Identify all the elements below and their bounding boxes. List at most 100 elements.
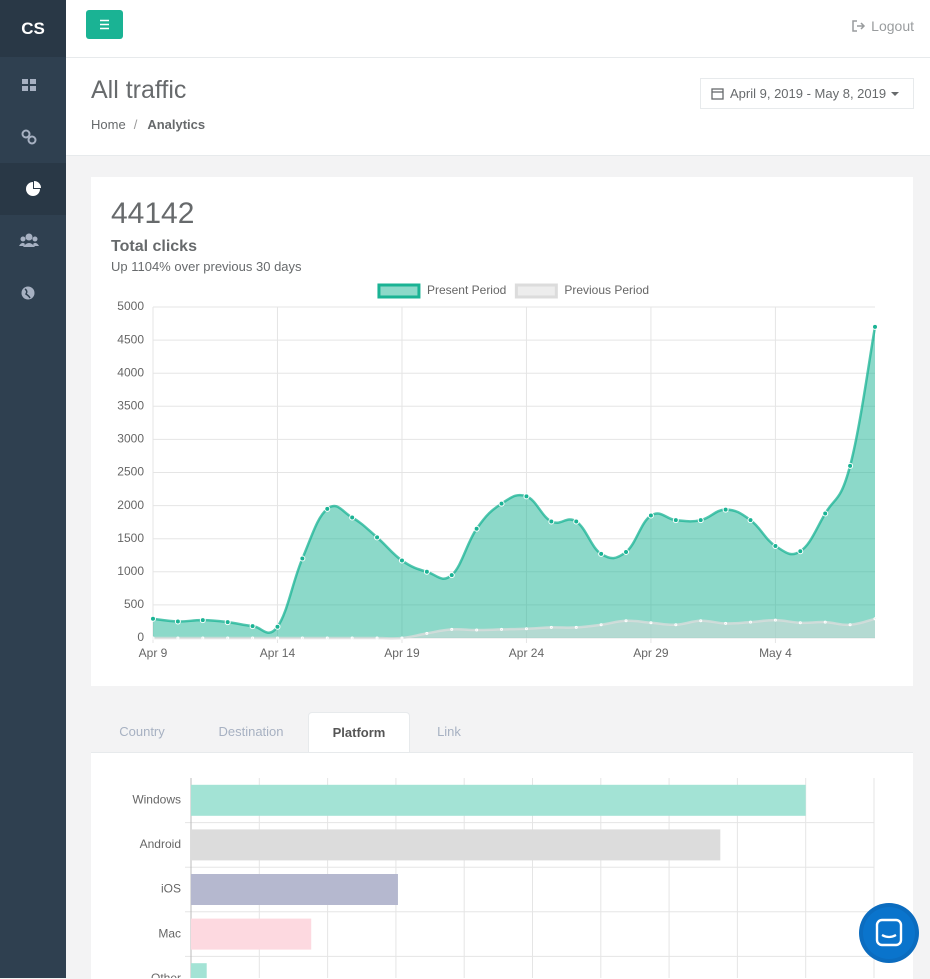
data-point: [473, 525, 480, 532]
data-point: [400, 636, 404, 640]
data-point: [500, 627, 504, 631]
data-point: [274, 623, 281, 630]
bar: [191, 963, 207, 978]
data-point: [251, 636, 255, 640]
data-point: [226, 636, 230, 640]
data-point: [847, 462, 854, 469]
breadcrumb-home[interactable]: Home: [91, 117, 147, 132]
area-fill: [153, 326, 875, 638]
data-point: [425, 631, 429, 635]
legend-item: Previous Period: [514, 283, 649, 299]
brand[interactable]: CS: [0, 0, 66, 57]
data-point: [201, 636, 205, 640]
data-point: [224, 619, 231, 626]
data-point: [773, 618, 777, 622]
data-point: [176, 636, 180, 640]
data-point: [475, 628, 479, 632]
x-tick-label: Apr 14: [260, 646, 296, 660]
data-point: [549, 625, 553, 629]
data-point: [823, 620, 827, 624]
y-tick-label: Other: [151, 971, 181, 978]
data-point: [375, 636, 379, 640]
nav-dashboard[interactable]: [0, 59, 66, 111]
data-point: [275, 636, 279, 640]
data-point: [872, 323, 878, 330]
data-point: [450, 627, 454, 631]
data-point: [174, 618, 181, 625]
data-point: [798, 621, 802, 625]
data-point: [150, 615, 156, 622]
menu-button[interactable]: [86, 10, 123, 39]
data-point: [772, 542, 779, 549]
data-point: [300, 636, 304, 640]
total-clicks-value: 44142: [111, 197, 195, 230]
y-tick-label: 4500: [117, 332, 144, 346]
data-point: [548, 518, 555, 525]
tab[interactable]: Destination: [218, 724, 284, 739]
nav-links[interactable]: [0, 111, 66, 163]
logout[interactable]: Logout: [852, 18, 914, 34]
data-point: [423, 568, 430, 575]
y-tick-label: 5000: [117, 299, 144, 313]
y-tick-label: 0: [137, 630, 144, 644]
data-point: [498, 500, 505, 507]
data-point: [398, 557, 405, 564]
data-point: [151, 636, 155, 640]
data-point: [797, 548, 804, 555]
logout-text: Logout: [871, 18, 914, 34]
data-point: [573, 518, 580, 525]
x-tick-label: Apr 9: [139, 646, 168, 660]
x-tick-label: Apr 29: [633, 646, 669, 660]
tab[interactable]: Link: [437, 724, 461, 739]
tab[interactable]: Platform: [308, 712, 410, 753]
nav-globe[interactable]: [0, 267, 66, 319]
data-point: [749, 620, 753, 624]
traffic-chart: 0 500 1000 1500 2000 2500 3000 3500 4000 4500 5000…: [117, 283, 878, 660]
legend-label: Previous Period: [564, 283, 649, 297]
y-tick-label: 500: [124, 597, 144, 611]
data-point: [448, 572, 455, 579]
bar: [191, 784, 806, 816]
tab[interactable]: Country: [119, 724, 165, 739]
y-tick-label: 2500: [117, 465, 144, 479]
data-point: [349, 514, 356, 521]
data-point: [324, 505, 331, 512]
breadcrumb: HomeAnalytics: [91, 117, 205, 132]
data-point: [574, 625, 578, 629]
legend-label: Present Period: [427, 283, 506, 297]
y-tick-label: 4000: [117, 365, 144, 379]
legend-swatch: [377, 283, 421, 299]
topbar: [66, 0, 930, 58]
x-tick-label: Apr 24: [509, 646, 545, 660]
platform-chart: Windows Android iOS Mac Other: [132, 778, 875, 978]
data-point: [649, 621, 653, 625]
data-point: [722, 506, 729, 513]
y-tick-label: 2000: [117, 498, 144, 512]
y-tick-label: Mac: [158, 926, 181, 940]
y-tick-label: 1500: [117, 531, 144, 545]
data-point: [249, 623, 256, 630]
breadcrumb-current: Analytics: [147, 117, 206, 132]
nav-users[interactable]: [0, 215, 66, 267]
caret: [891, 92, 900, 96]
sidebar: CS: [0, 0, 66, 978]
y-tick-label: 3500: [117, 398, 144, 412]
data-point: [299, 555, 306, 562]
data-point: [873, 617, 877, 621]
legend-swatch: [514, 283, 558, 299]
area-fill: [153, 618, 875, 639]
data-point: [848, 623, 852, 627]
y-tick-label: 1000: [117, 564, 144, 578]
chat-button[interactable]: [858, 902, 920, 964]
data-point: [822, 510, 829, 517]
x-tick-label: May 4: [759, 646, 792, 660]
data-point: [699, 619, 703, 623]
date-range: April 9, 2019 - May 8, 2019: [730, 86, 887, 101]
data-point: [647, 512, 654, 519]
date-range-button[interactable]: April 9, 2019 - May 8, 2019: [700, 78, 914, 109]
data-point: [623, 548, 630, 555]
total-clicks-note: Up 1104% over previous 30 days: [111, 259, 302, 274]
nav-analytics[interactable]: [0, 163, 66, 215]
data-point: [724, 621, 728, 625]
